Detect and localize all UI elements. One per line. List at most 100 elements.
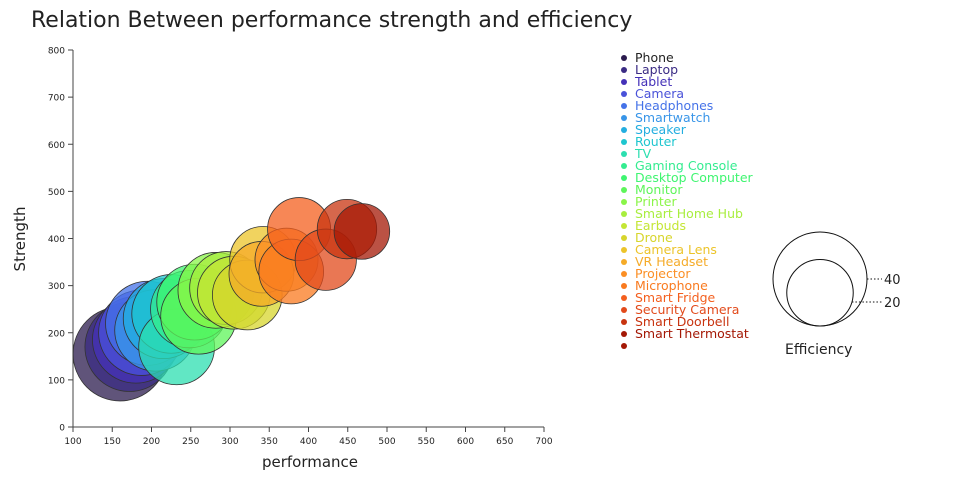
legend-marker — [621, 283, 627, 289]
y-tick-label: 300 — [48, 282, 65, 292]
size-legend-label: 40 — [884, 273, 901, 288]
legend-item[interactable]: TV — [621, 146, 753, 161]
legend-marker — [621, 139, 627, 145]
legend-item[interactable]: Earbuds — [621, 218, 753, 233]
legend-marker — [621, 187, 627, 193]
legend-label: Router — [635, 134, 677, 149]
bubble-smart-thermostat[interactable] — [333, 203, 391, 260]
legend-label: Headphones — [635, 98, 714, 113]
legend-item[interactable]: Monitor — [621, 182, 753, 197]
x-tick-label: 600 — [457, 437, 474, 447]
legend-label: Gaming Console — [635, 158, 738, 173]
legend-item[interactable]: Tablet — [621, 74, 753, 89]
legend-marker — [621, 295, 627, 301]
legend-label: Phone — [635, 50, 674, 65]
x-tick-label: 100 — [64, 437, 81, 447]
legend-item[interactable]: Camera Lens — [621, 242, 753, 257]
legend-item[interactable]: Microphone — [621, 278, 753, 293]
legend-item[interactable]: Gaming Console — [621, 158, 753, 173]
legend-label: Smart Thermostat — [635, 326, 749, 341]
y-tick-label: 500 — [48, 188, 65, 198]
x-tick-label: 400 — [300, 437, 317, 447]
y-axis-title: Strength — [11, 207, 29, 272]
axes: 0 100 200 300 400 500 600 700 800 100 150 200 250 300… — [48, 47, 553, 448]
legend-marker — [621, 235, 627, 241]
legend-item[interactable]: Smartwatch — [621, 110, 753, 125]
legend-marker — [621, 115, 627, 121]
legend-label: Smartwatch — [635, 110, 711, 125]
y-tick-label: 700 — [48, 94, 65, 104]
legend-item[interactable]: Printer — [621, 194, 753, 209]
x-tick-label: 500 — [378, 437, 395, 447]
legend-marker — [621, 79, 627, 85]
legend-marker — [621, 271, 627, 277]
x-tick-label: 700 — [535, 437, 552, 447]
legend-marker — [621, 103, 627, 109]
legend-item[interactable]: Smart Fridge — [621, 290, 753, 305]
chart-title: Relation Between performance strength an… — [31, 8, 633, 33]
legend-marker — [621, 163, 627, 169]
legend-marker — [621, 91, 627, 97]
legend-label: VR Headset — [635, 254, 708, 269]
legend-marker — [621, 127, 627, 133]
legend-trailing-marker — [621, 340, 753, 352]
legend-item[interactable]: Speaker — [621, 122, 753, 137]
legend-item[interactable]: Router — [621, 134, 753, 149]
legend-marker — [621, 259, 627, 265]
legend-item[interactable]: Headphones — [621, 98, 753, 113]
legend-item[interactable]: Smart Thermostat — [621, 326, 753, 341]
x-tick-label: 450 — [339, 437, 356, 447]
legend-item[interactable]: Smart Doorbell — [621, 314, 753, 329]
legend-marker — [621, 307, 627, 313]
legend-label: Microphone — [635, 278, 708, 293]
bubble-layer — [72, 197, 391, 402]
legend-marker — [621, 175, 627, 181]
legend-label: Camera Lens — [635, 242, 717, 257]
legend-marker — [621, 151, 627, 157]
legend-label: Projector — [635, 266, 691, 281]
y-tick-label: 200 — [48, 329, 65, 339]
y-tick-label: 600 — [48, 141, 65, 151]
legend-marker — [621, 223, 627, 229]
x-tick-label: 550 — [418, 437, 435, 447]
legend-item[interactable]: Desktop Computer — [621, 170, 753, 185]
legend-label: Security Camera — [635, 302, 740, 317]
x-tick-label: 650 — [496, 437, 513, 447]
legend: Phone Laptop Tablet Camera Headphones Smartwa… — [621, 50, 753, 352]
legend-item[interactable]: Projector — [621, 266, 753, 281]
size-legend: 40 20 — [772, 231, 901, 327]
legend-label: Camera — [635, 86, 685, 101]
y-tick-label: 400 — [48, 235, 65, 245]
y-tick-label: 800 — [48, 47, 65, 57]
legend-item[interactable]: Smart Home Hub — [621, 206, 753, 221]
legend-item[interactable]: Drone — [621, 230, 753, 245]
x-tick-label: 200 — [143, 437, 160, 447]
y-tick-label: 0 — [59, 424, 65, 434]
legend-label: Monitor — [635, 182, 683, 197]
legend-item[interactable]: Camera — [621, 86, 753, 101]
size-legend-label: 20 — [884, 296, 901, 311]
legend-label: Drone — [635, 230, 673, 245]
legend-label: TV — [635, 146, 652, 161]
legend-label: Tablet — [635, 74, 673, 89]
legend-label: Smart Doorbell — [635, 314, 730, 329]
legend-label: Laptop — [635, 62, 679, 77]
legend-item[interactable]: Security Camera — [621, 302, 753, 317]
x-axis-title: performance — [262, 453, 358, 471]
size-legend-circle — [786, 259, 854, 327]
legend-marker — [621, 331, 627, 337]
legend-label: Earbuds — [635, 218, 687, 233]
legend-marker — [621, 55, 627, 61]
legend-item[interactable]: Laptop — [621, 62, 753, 77]
legend-label: Speaker — [635, 122, 686, 137]
legend-item[interactable]: Phone — [621, 50, 753, 65]
legend-marker — [621, 67, 627, 73]
legend-marker — [621, 199, 627, 205]
legend-label: Desktop Computer — [635, 170, 753, 185]
y-tick-label: 100 — [48, 376, 65, 386]
legend-label: Printer — [635, 194, 677, 209]
legend-label: Smart Fridge — [635, 290, 716, 305]
legend-marker — [621, 247, 627, 253]
legend-item[interactable]: VR Headset — [621, 254, 753, 269]
legend-label: Smart Home Hub — [635, 206, 743, 221]
